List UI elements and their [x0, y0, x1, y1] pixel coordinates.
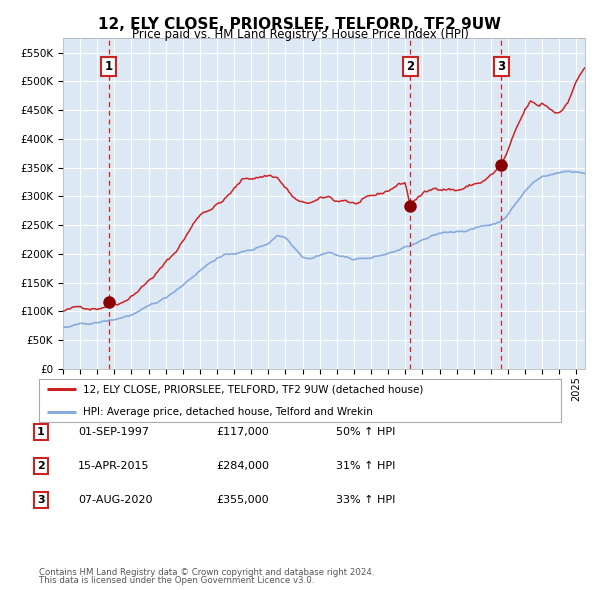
- Text: 50% ↑ HPI: 50% ↑ HPI: [336, 427, 395, 437]
- Text: £117,000: £117,000: [216, 427, 269, 437]
- Text: 01-SEP-1997: 01-SEP-1997: [78, 427, 149, 437]
- Text: 15-APR-2015: 15-APR-2015: [78, 461, 149, 471]
- Text: 1: 1: [37, 427, 44, 437]
- Text: 2: 2: [37, 461, 44, 471]
- Text: 12, ELY CLOSE, PRIORSLEE, TELFORD, TF2 9UW: 12, ELY CLOSE, PRIORSLEE, TELFORD, TF2 9…: [98, 17, 502, 31]
- Text: 12, ELY CLOSE, PRIORSLEE, TELFORD, TF2 9UW (detached house): 12, ELY CLOSE, PRIORSLEE, TELFORD, TF2 9…: [83, 384, 424, 394]
- Text: 3: 3: [37, 496, 44, 505]
- Text: Price paid vs. HM Land Registry's House Price Index (HPI): Price paid vs. HM Land Registry's House …: [131, 28, 469, 41]
- Text: 3: 3: [497, 60, 505, 73]
- Text: 33% ↑ HPI: 33% ↑ HPI: [336, 496, 395, 505]
- Text: 2: 2: [406, 60, 415, 73]
- Text: Contains HM Land Registry data © Crown copyright and database right 2024.: Contains HM Land Registry data © Crown c…: [39, 568, 374, 577]
- Text: £355,000: £355,000: [216, 496, 269, 505]
- Text: HPI: Average price, detached house, Telford and Wrekin: HPI: Average price, detached house, Telf…: [83, 407, 373, 417]
- Text: 31% ↑ HPI: 31% ↑ HPI: [336, 461, 395, 471]
- Text: This data is licensed under the Open Government Licence v3.0.: This data is licensed under the Open Gov…: [39, 576, 314, 585]
- Text: 1: 1: [104, 60, 113, 73]
- Text: £284,000: £284,000: [216, 461, 269, 471]
- Text: 07-AUG-2020: 07-AUG-2020: [78, 496, 152, 505]
